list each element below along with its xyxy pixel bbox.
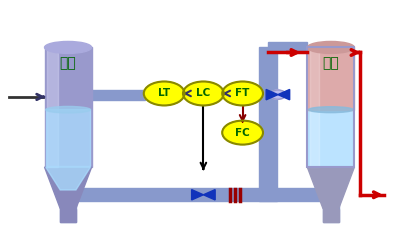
Bar bbox=[263, 89, 268, 100]
Bar bbox=[60, 209, 76, 223]
Ellipse shape bbox=[45, 41, 92, 53]
Polygon shape bbox=[203, 190, 215, 200]
Bar bbox=[307, 48, 354, 110]
Polygon shape bbox=[266, 89, 278, 100]
Bar bbox=[260, 88, 277, 201]
Bar bbox=[310, 48, 319, 167]
Bar bbox=[92, 89, 145, 100]
Circle shape bbox=[222, 82, 263, 106]
Circle shape bbox=[222, 121, 263, 145]
Text: 甲塔: 甲塔 bbox=[60, 57, 77, 71]
Polygon shape bbox=[307, 167, 354, 209]
Polygon shape bbox=[278, 89, 290, 100]
Bar bbox=[323, 201, 339, 223]
Text: FC: FC bbox=[235, 128, 250, 138]
Ellipse shape bbox=[46, 106, 90, 113]
Text: 乙塔: 乙塔 bbox=[322, 57, 339, 71]
Polygon shape bbox=[192, 190, 203, 200]
Ellipse shape bbox=[308, 107, 353, 113]
Ellipse shape bbox=[307, 41, 354, 53]
Bar bbox=[46, 109, 90, 166]
Bar bbox=[45, 48, 92, 167]
Text: LT: LT bbox=[158, 89, 170, 99]
Circle shape bbox=[270, 90, 286, 99]
Polygon shape bbox=[46, 167, 90, 190]
Bar bbox=[307, 48, 354, 167]
Polygon shape bbox=[45, 167, 92, 209]
Bar bbox=[47, 48, 58, 167]
Circle shape bbox=[144, 82, 184, 106]
Bar bbox=[268, 42, 307, 52]
Bar bbox=[323, 209, 339, 223]
Bar bbox=[68, 188, 331, 201]
Bar bbox=[308, 109, 353, 166]
Text: FT: FT bbox=[235, 89, 250, 99]
Bar bbox=[60, 201, 76, 223]
Circle shape bbox=[183, 82, 224, 106]
Text: LC: LC bbox=[196, 89, 211, 99]
Bar bbox=[260, 48, 277, 95]
